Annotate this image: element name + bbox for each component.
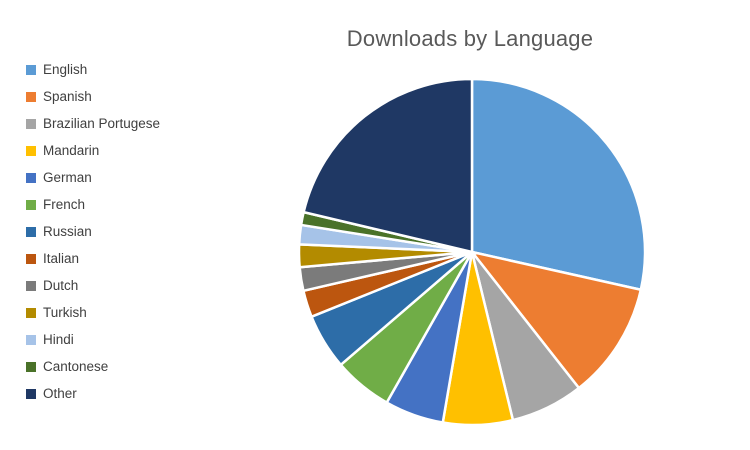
legend-label: Spanish (43, 89, 92, 104)
legend-item-other: Other (26, 380, 160, 407)
legend-label: German (43, 170, 92, 185)
legend-swatch-icon (26, 253, 36, 264)
legend-item-italian: Italian (26, 245, 160, 272)
legend-swatch-icon (26, 334, 36, 345)
pie-slice-other (302, 77, 474, 254)
legend-item-spanish: Spanish (26, 83, 160, 110)
legend-swatch-icon (26, 307, 36, 318)
legend-swatch-icon (26, 118, 36, 129)
pie-chart (297, 77, 647, 427)
legend-label: Brazilian Portugese (43, 116, 161, 131)
legend-item-german: German (26, 164, 160, 191)
legend-swatch-icon (26, 64, 36, 75)
legend-item-mandarin: Mandarin (26, 137, 160, 164)
legend-item-cantonese: Cantonese (26, 353, 160, 380)
legend-label: Italian (43, 251, 80, 266)
legend-label: Cantonese (43, 359, 109, 374)
legend-label: Mandarin (43, 143, 100, 158)
legend-item-hindi: Hindi (26, 326, 160, 353)
legend-item-turkish: Turkish (26, 299, 160, 326)
legend-swatch-icon (26, 226, 36, 237)
legend-label: Hindi (43, 332, 74, 347)
legend-label: Turkish (43, 305, 87, 320)
pie-slice-english (470, 77, 647, 291)
legend-label: Russian (43, 224, 92, 239)
legend-item-brazilian-portugese: Brazilian Portugese (26, 110, 160, 137)
legend-item-dutch: Dutch (26, 272, 160, 299)
legend-item-french: French (26, 191, 160, 218)
legend: English Spanish Brazilian Portugese Mandari… (26, 56, 160, 407)
legend-label: Other (43, 386, 77, 401)
legend-swatch-icon (26, 172, 36, 183)
pie-slice-spanish (470, 250, 643, 390)
legend-label: Dutch (43, 278, 79, 293)
legend-swatch-icon (26, 199, 36, 210)
legend-label: French (43, 197, 86, 212)
legend-swatch-icon (26, 361, 36, 372)
legend-swatch-icon (26, 91, 36, 102)
legend-item-russian: Russian (26, 218, 160, 245)
legend-swatch-icon (26, 145, 36, 156)
legend-swatch-icon (26, 388, 36, 399)
legend-swatch-icon (26, 280, 36, 291)
legend-item-english: English (26, 56, 160, 83)
chart-title: Downloads by Language (346, 26, 594, 51)
legend-label: English (43, 62, 88, 77)
